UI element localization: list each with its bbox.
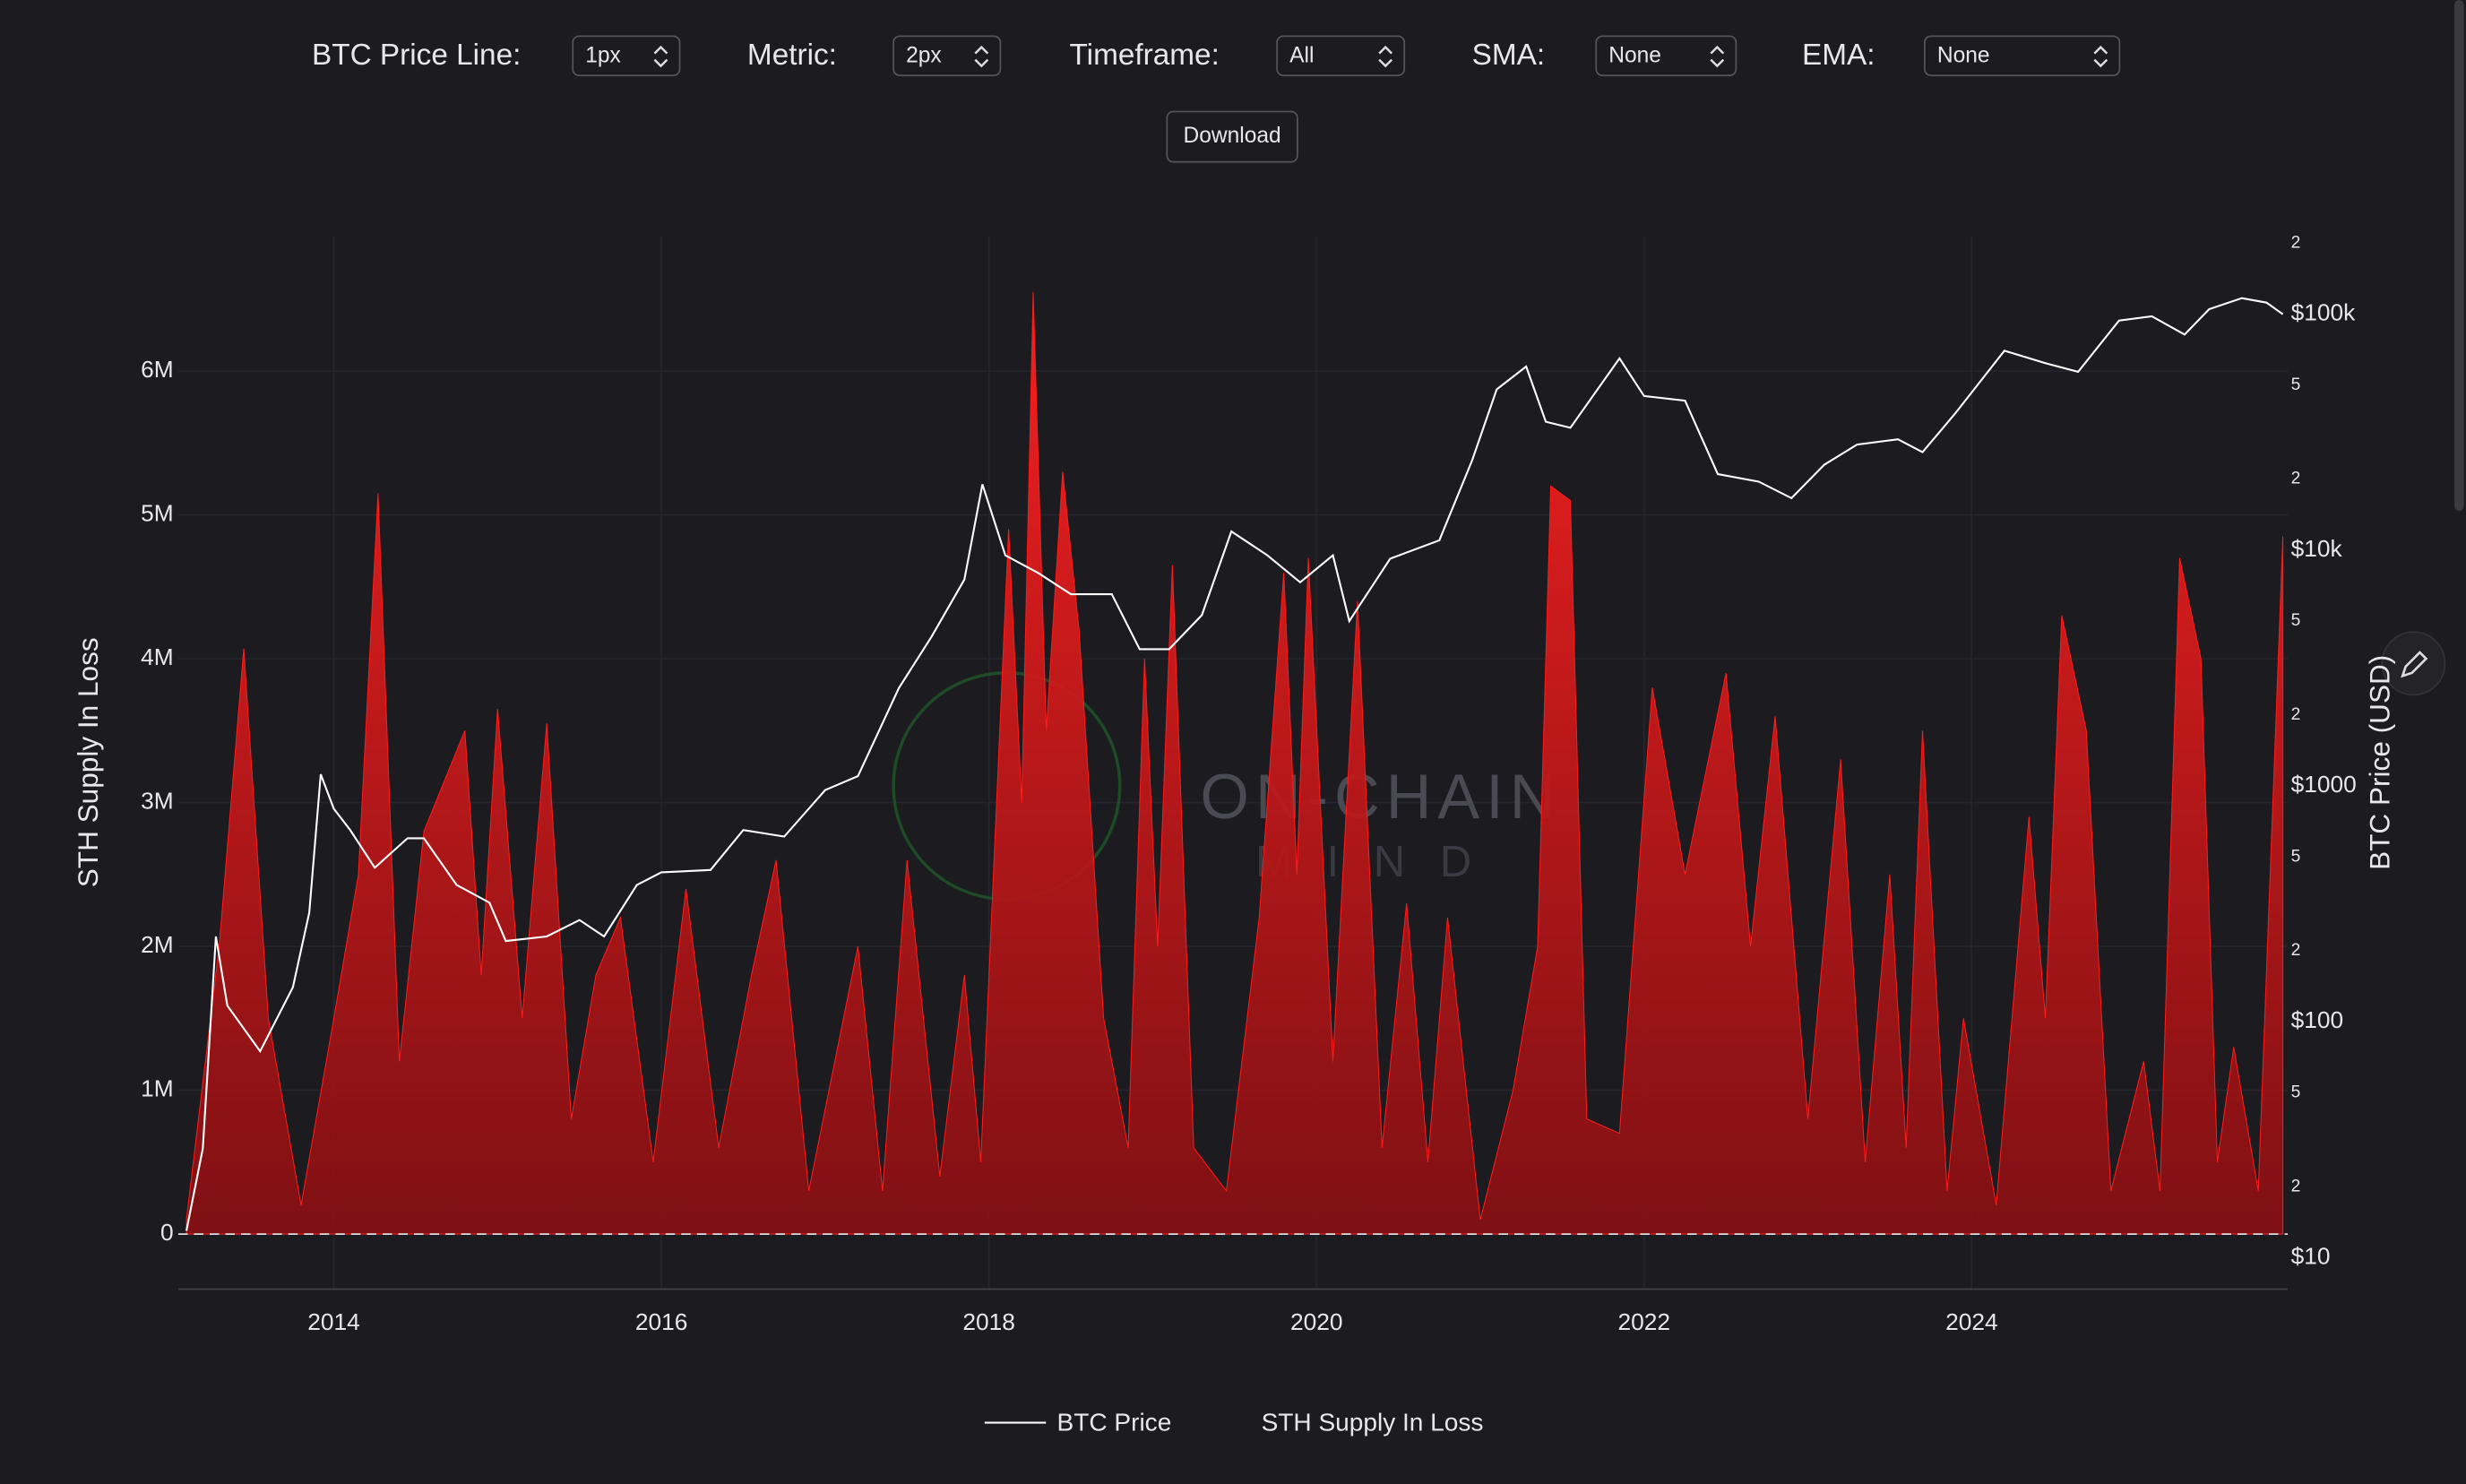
select-value: None (1937, 44, 1990, 68)
download-button[interactable] (1166, 110, 1298, 163)
price-line (185, 297, 2284, 1231)
control-label: EMA: (1802, 39, 1875, 72)
control-label: Metric: (747, 39, 837, 72)
scrollbar (2454, 0, 2464, 512)
select-value: 2px (906, 44, 942, 68)
select-box[interactable] (572, 35, 681, 77)
y2-tick-label: $1000 (2291, 771, 2357, 798)
legend-label[interactable]: STH Supply In Loss (1262, 1409, 1484, 1437)
y-axis-title: STH Supply In Loss (72, 637, 104, 887)
edit-icon (2401, 651, 2428, 678)
y2-tick-label: 2 (2291, 705, 2301, 724)
y2-axis-title: BTC Price (USD) (2364, 655, 2396, 870)
select-arrows (653, 45, 668, 68)
y2-tick-label: 2 (2291, 233, 2301, 252)
legend-label[interactable]: BTC Price (1057, 1409, 1172, 1437)
select-box[interactable] (892, 35, 1002, 77)
select-value: All (1289, 44, 1314, 68)
y2-tick-label: 2 (2291, 1177, 2301, 1195)
y-tick-label: 0 (160, 1219, 174, 1246)
select-value: 1px (585, 44, 621, 68)
control-label: SMA: (1472, 39, 1545, 72)
y-tick-label: 3M (141, 787, 174, 814)
y-tick-label: 2M (141, 931, 174, 958)
y2-tick-label: $100 (2291, 1006, 2344, 1033)
select-arrows (1710, 45, 1725, 68)
x-tick-label: 2018 (962, 1308, 1015, 1335)
select-box[interactable] (1276, 35, 1406, 77)
x-tick-label: 2022 (1618, 1308, 1671, 1335)
y2-tick-label: 5 (2291, 1083, 2301, 1102)
y2-tick-label: $10 (2291, 1242, 2331, 1269)
watermark: ON-CHAIN (1200, 761, 1561, 832)
area (185, 291, 2284, 1235)
control-label: BTC Price Line: (312, 39, 521, 72)
y2-tick-label: 5 (2291, 375, 2301, 394)
y-tick-label: 1M (141, 1075, 174, 1102)
select-box[interactable] (1923, 35, 2121, 77)
y2-tick-label: 2 (2291, 941, 2301, 960)
y2-tick-label: 5 (2291, 847, 2301, 866)
download-label: Download (1184, 124, 1281, 148)
y-tick-label: 5M (141, 499, 174, 526)
select-arrows (974, 45, 989, 68)
x-tick-label: 2014 (307, 1308, 360, 1335)
y-tick-label: 6M (141, 356, 174, 383)
select-box[interactable] (1595, 35, 1737, 77)
y2-tick-label: $100k (2291, 299, 2357, 326)
y2-tick-label: $10k (2291, 535, 2343, 562)
y2-tick-label: 5 (2291, 611, 2301, 630)
x-tick-label: 2020 (1290, 1308, 1343, 1335)
y-tick-label: 4M (141, 643, 174, 670)
select-value: None (1608, 44, 1661, 68)
x-tick-label: 2024 (1945, 1308, 1998, 1335)
x-tick-label: 2016 (635, 1308, 688, 1335)
select-arrows (2093, 45, 2108, 68)
select-arrows (1378, 45, 1393, 68)
y2-tick-label: 2 (2291, 470, 2301, 488)
control-label: Timeframe: (1070, 39, 1220, 72)
edit-button[interactable] (2381, 631, 2446, 696)
